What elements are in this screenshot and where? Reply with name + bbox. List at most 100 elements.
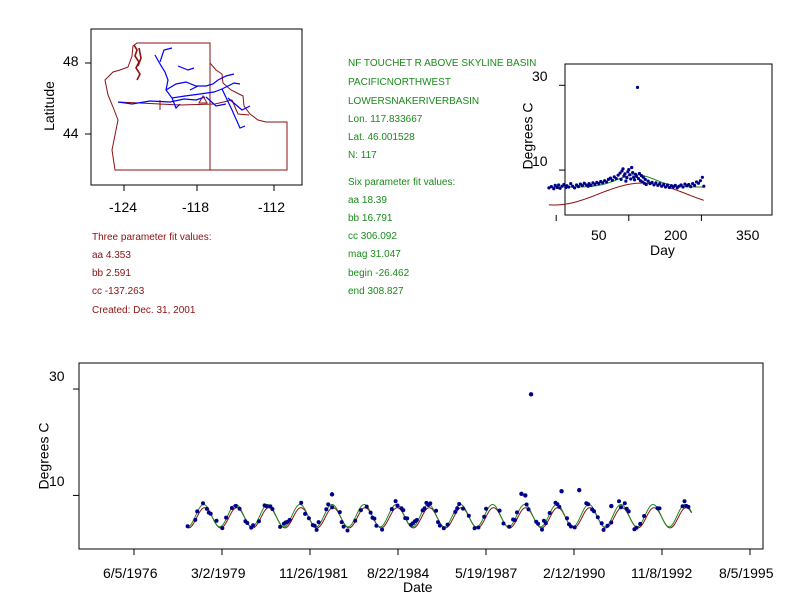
ts-point-119	[657, 506, 662, 511]
seasonal-frame	[564, 63, 773, 216]
ts-point-46	[372, 516, 377, 521]
ts-xtick-label-2: 3/2/1979	[191, 565, 246, 581]
seasonal-point-69	[652, 183, 656, 187]
seasonal-point-51	[631, 171, 635, 175]
six-param-aa: aa 18.39	[348, 195, 387, 206]
ts-point-47	[374, 523, 379, 528]
ts-point-21	[270, 507, 275, 511]
seasonal-point-8	[562, 182, 566, 187]
seasonal-point-49	[629, 177, 633, 181]
ts-point-67	[437, 523, 442, 528]
ts-point-41	[353, 518, 358, 523]
seasonal-point-68	[650, 180, 654, 184]
seasonal-point-87	[687, 182, 691, 187]
ts-point-37	[337, 510, 342, 515]
seasonal-point-57	[636, 176, 641, 181]
three-param-heading: Three parameter fit values:	[92, 232, 212, 243]
ts-point-86	[526, 507, 531, 512]
timeseries-plot	[73, 362, 764, 555]
six-param-begin: begin -26.462	[348, 268, 410, 279]
seasonal-point-4	[555, 185, 559, 190]
seasonal-point-55	[634, 174, 639, 179]
seasonal-point-27	[597, 182, 601, 186]
seasonal-point-5	[557, 183, 561, 187]
ts-point-33	[316, 520, 321, 525]
seasonal-point-95	[702, 184, 706, 188]
ts-point-105	[599, 521, 604, 526]
ts-ytick-label-10: 10	[49, 473, 65, 489]
ts-point-10	[229, 506, 234, 510]
ts-outlier-1	[519, 491, 524, 497]
seasonal-xlabel: Day	[650, 242, 675, 258]
seasonal-point-36	[614, 176, 618, 181]
ts-point-88	[536, 521, 541, 526]
rivers	[117, 47, 251, 129]
ts-point-68	[441, 526, 446, 531]
seasonal-point-43	[623, 172, 627, 176]
seasonal-point-58	[637, 171, 642, 176]
seasonal-point-16	[576, 185, 581, 189]
seasonal-point-45	[625, 176, 629, 180]
ts-xtick-label-3: 11/26/1981	[279, 565, 349, 581]
seasonal-point-39	[619, 177, 623, 182]
ts-point-22	[278, 524, 283, 529]
ts-point-26	[287, 517, 292, 522]
three-param-aa: aa 4.353	[92, 250, 131, 261]
seasonal-point-1	[549, 185, 553, 189]
ts-point-11	[233, 503, 238, 508]
seasonal-point-41	[621, 167, 625, 171]
seasonal-xtick-label-200: 200	[664, 227, 688, 243]
ts-point-110	[619, 505, 623, 510]
ts-point-61	[422, 506, 427, 511]
ts-point-96	[565, 516, 569, 521]
ts-point-98	[568, 524, 573, 529]
map-frame	[90, 28, 303, 186]
ts-point-29	[306, 516, 311, 521]
ts-point-16	[251, 523, 256, 528]
site-region: PACIFICNORTHWEST	[348, 77, 451, 88]
ts-point-6	[208, 511, 213, 516]
seasonal-point-93	[698, 179, 703, 183]
ts-point-71	[455, 506, 460, 511]
ts-point-108	[609, 520, 614, 525]
seasonal-point-14	[572, 186, 577, 190]
six-param-bb: bb 16.791	[348, 213, 393, 224]
ts-point-19	[264, 504, 269, 509]
seasonal-point-31	[604, 180, 609, 184]
site-lat: Lat. 46.001528	[348, 132, 415, 143]
map-xtick-label-3: -112	[258, 199, 285, 215]
ts-frame	[78, 362, 764, 550]
ts-point-111	[622, 501, 627, 506]
ts-point-0	[185, 524, 190, 529]
seasonal-xtick-label-50: 50	[591, 227, 607, 243]
ts-point-38	[339, 520, 344, 525]
site-name: NF TOUCHET R ABOVE SKYLINE BASIN	[348, 58, 537, 69]
ts-point-4	[204, 506, 209, 511]
ts-point-36	[330, 505, 335, 510]
ts-point-14	[245, 521, 250, 525]
seasonal-point-12	[569, 182, 573, 186]
seasonal-point-29	[601, 181, 605, 185]
ts-point-69	[445, 522, 450, 527]
seasonal-point-33	[608, 176, 613, 180]
seasonal-xtick-label-350: 350	[736, 227, 760, 243]
ts-point-59	[414, 518, 419, 522]
ts-point-17	[256, 519, 261, 524]
seasonal-point-25	[593, 182, 597, 187]
ts-ytick-label-30: 30	[49, 368, 65, 384]
map-ylabel: Latitude	[40, 81, 57, 131]
ts-outlier-0	[329, 492, 335, 497]
ts-point-28	[303, 511, 308, 516]
site-basin: LOWERSNAKERIVERBASIN	[348, 96, 480, 107]
ts-point-32	[314, 527, 319, 532]
seasonal-point-83	[679, 183, 683, 187]
seasonal-point-48	[628, 173, 632, 177]
ts-xlabel: Date	[403, 579, 433, 595]
seasonal-point-3	[553, 183, 557, 187]
ts-xtick-label-8: 8/5/1995	[719, 565, 774, 581]
seasonal-point-62	[641, 175, 645, 179]
ts-point-31	[312, 523, 317, 528]
created-date: Created: Dec. 31, 2001	[92, 305, 196, 316]
puget-sound	[133, 44, 142, 81]
